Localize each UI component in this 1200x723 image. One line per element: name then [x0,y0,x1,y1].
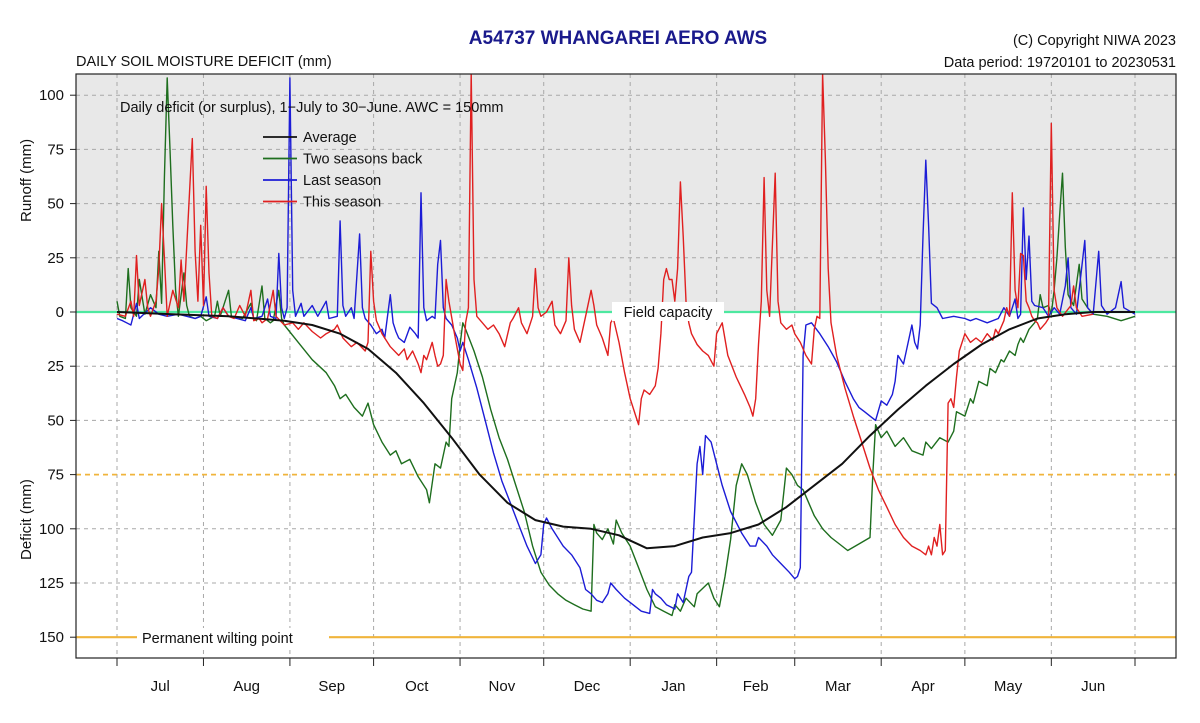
legend: Average Two seasons back Last season This s… [263,130,423,211]
x-tick-label: Jan [661,678,685,695]
x-tick-label: Apr [911,678,934,695]
x-tick-label: Feb [743,678,769,695]
runoff-panel [76,74,1176,312]
y-tick-label: 75 [47,141,64,158]
runoff-axis-label: Runoff (mm) [18,139,35,222]
y-axis-ticks: 100 75 50 25 0 25 50 75 100 125 150 [39,87,76,646]
legend-label: Two seasons back [303,152,423,168]
grid-lines [76,74,1176,658]
legend-label: Average [303,130,357,146]
y-tick-label: 75 [47,467,64,484]
description-text: Daily deficit (or surplus), 1−July to 30… [120,100,503,116]
y-tick-label: 50 [47,196,64,213]
x-tick-label: Sep [318,678,345,695]
copyright-text: (C) Copyright NIWA 2023 [1013,33,1176,49]
wilting-point-label: Permanent wilting point [142,631,293,647]
series-line-last-season [116,77,1136,615]
legend-label: This season [303,195,381,211]
field-capacity-label: Field capacity [624,305,713,321]
x-tick-label: Jul [151,678,170,695]
y-tick-label: 25 [47,358,64,375]
x-tick-label: Dec [574,678,601,695]
y-tick-label: 50 [47,412,64,429]
y-tick-label: 0 [56,304,64,321]
x-tick-label: Oct [405,678,429,695]
x-tick-label: May [994,678,1023,695]
chart-title: A54737 WHANGAREI AERO AWS [469,28,767,49]
wilting-point-label-bg [137,628,329,647]
x-tick-label: Nov [489,678,516,695]
y-tick-label: 100 [39,521,64,538]
y-tick-label: 150 [39,629,64,646]
deficit-panel [76,312,1176,658]
legend-label: Last season [303,173,381,189]
deficit-axis-label: Deficit (mm) [18,479,35,560]
y-tick-label: 100 [39,87,64,104]
data-period-text: Data period: 19720101 to 20230531 [944,55,1176,71]
y-tick-label: 125 [39,575,64,592]
x-axis-ticks: Jul Aug Sep Oct Nov Dec Jan Feb Mar Apr May Jun [116,658,1136,695]
x-tick-label: Jun [1081,678,1105,695]
x-tick-label: Mar [825,678,851,695]
field-capacity-label-bg [612,302,724,321]
x-tick-label: Aug [233,678,260,695]
chart-subtitle: DAILY SOIL MOISTURE DEFICIT (mm) [76,54,332,70]
series-line-average [116,311,1135,550]
y-tick-label: 25 [47,250,64,267]
